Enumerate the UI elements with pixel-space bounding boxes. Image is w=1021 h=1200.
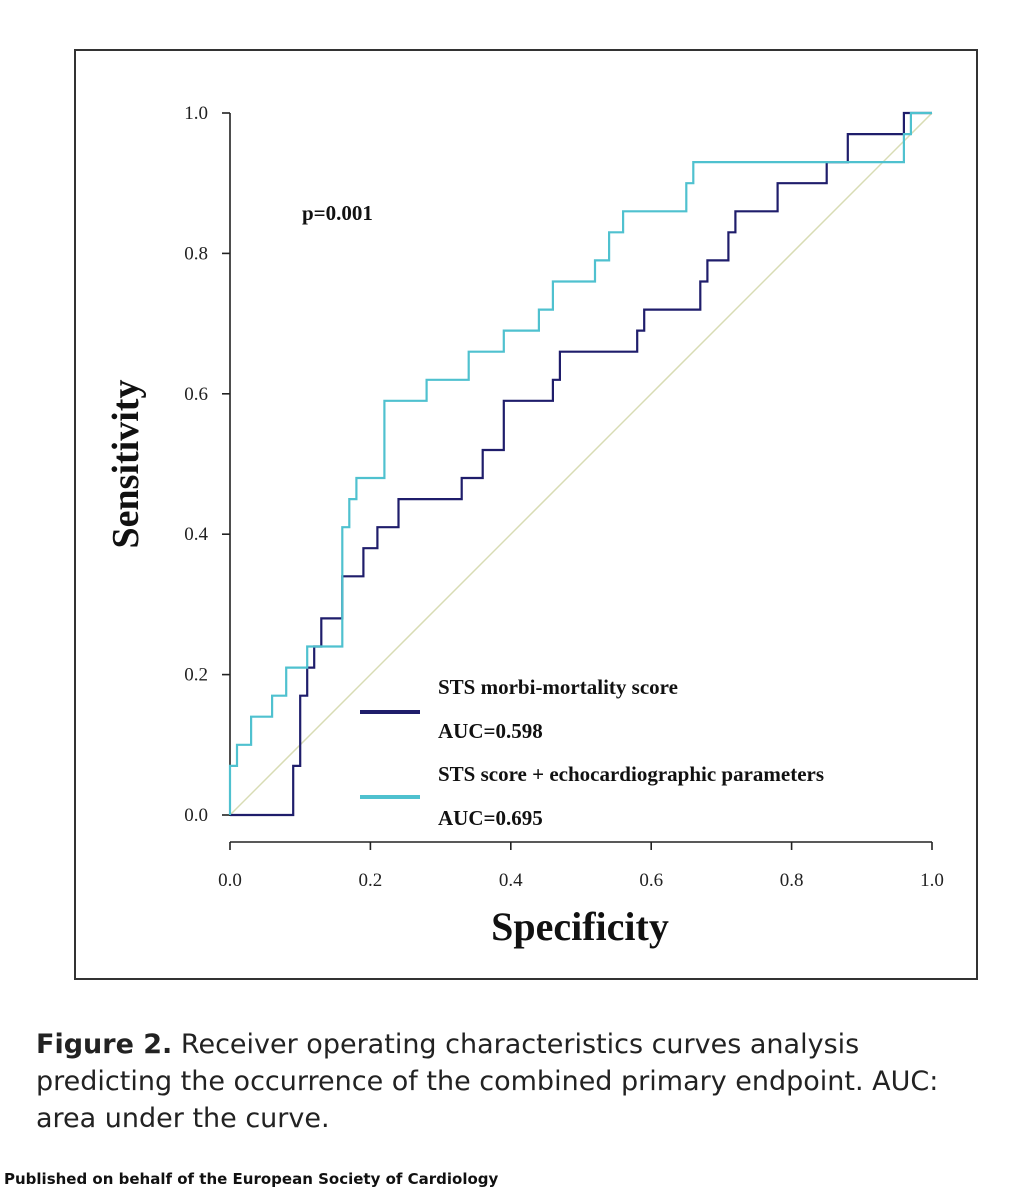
x-tick-label: 0.2	[359, 870, 383, 891]
figure-caption: Figure 2. Receiver operating characteris…	[36, 1026, 996, 1137]
y-ticks: 0.0 0.2 0.4 0.6 0.8 1.0	[184, 103, 230, 826]
series-line-sts-echo	[228, 111, 932, 815]
x-tick-label: 0.8	[780, 870, 804, 891]
figure-frame	[74, 49, 978, 980]
y-tick-label: 0.0	[184, 805, 208, 826]
x-tick-label: 0.0	[218, 870, 242, 891]
legend: STS morbi-mortality score AUC=0.598 STS …	[360, 675, 824, 830]
y-tick-label: 0.2	[184, 665, 208, 686]
legend-auc-sts-echo: AUC=0.695	[438, 806, 543, 830]
legend-label-sts-echo: STS score + echocardiographic parameters	[438, 762, 824, 786]
x-tick-label: 0.4	[499, 870, 523, 891]
y-axis-title: Sensitivity	[105, 380, 147, 549]
caption-text: Receiver operating characteristics curve…	[36, 1029, 939, 1134]
series-lines	[228, 111, 932, 817]
x-tick-label: 1.0	[920, 870, 944, 891]
y-tick-label: 1.0	[184, 103, 208, 124]
legend-label-sts: STS morbi-mortality score	[438, 675, 678, 699]
y-tick-label: 0.8	[184, 243, 208, 264]
y-tick-label: 0.6	[184, 384, 208, 405]
caption-label: Figure 2.	[36, 1029, 173, 1060]
x-ticks: 0.0 0.2 0.4 0.6 0.8 1.0	[218, 842, 944, 891]
axes	[229, 113, 932, 843]
reference-diagonal-line	[229, 112, 933, 816]
publisher-footer: Published on behalf of the European Soci…	[4, 1170, 499, 1188]
x-axis-title: Specificity	[491, 904, 669, 949]
y-tick-label: 0.4	[184, 524, 208, 545]
p-value-annotation: p=0.001	[302, 201, 373, 225]
x-tick-label: 0.6	[639, 870, 663, 891]
legend-auc-sts: AUC=0.598	[438, 719, 543, 743]
roc-chart: 0.0 0.2 0.4 0.6 0.8 1.0 0.0 0.2 0.4 0.6 0.8 1.0 p=…	[105, 103, 944, 949]
